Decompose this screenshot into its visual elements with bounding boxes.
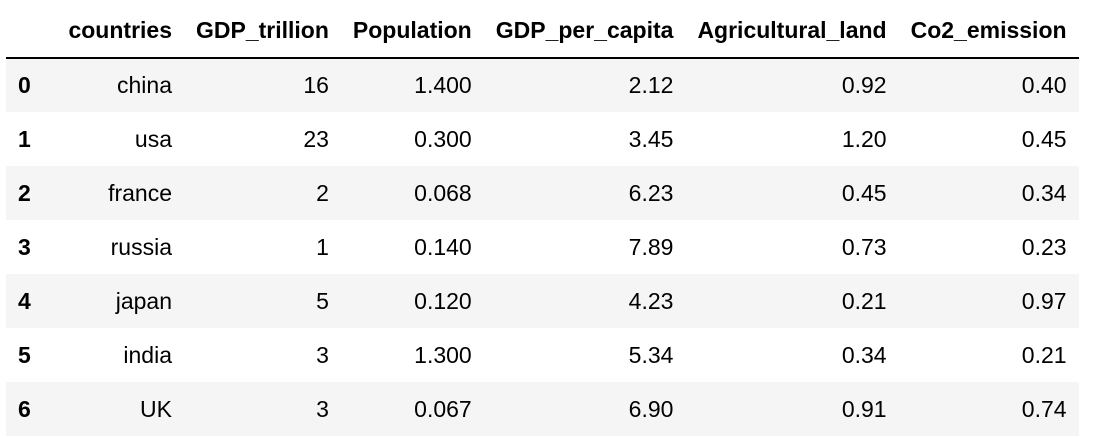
- cell-gdp-per-capita: 4.23: [628, 287, 674, 314]
- row-index: 6: [18, 395, 31, 422]
- table-header: countries GDP_trillion Population GDP_pe…: [6, 4, 1079, 59]
- cell-gdp-trillion: 16: [303, 72, 329, 98]
- cell-population: 0.068: [414, 179, 472, 206]
- header-row: countries GDP_trillion Population GDP_pe…: [6, 4, 1079, 59]
- cell-co2-emission: 0.23: [1021, 233, 1067, 260]
- table-row: 1 usa 23 0.300 3.45 1.20 0.45: [6, 112, 1079, 166]
- row-index: 5: [18, 341, 31, 368]
- cell-countries: usa: [134, 125, 172, 152]
- column-header-gdp-per-capita: GDP_per_capita: [483, 4, 686, 59]
- column-header-gdp-trillion: GDP_trillion: [184, 4, 341, 59]
- cell-agricultural-land: 0.34: [841, 341, 887, 368]
- index-header: [6, 4, 54, 59]
- cell-countries: china: [117, 72, 172, 98]
- cell-gdp-per-capita: 6.90: [628, 395, 674, 422]
- table-row: 0 china 16 1.400 2.12 0.92 0.40: [6, 58, 1079, 112]
- table-row: 4 japan 5 0.120 4.23 0.21 0.97: [6, 274, 1079, 328]
- table-body: 0 china 16 1.400 2.12 0.92 0.40 1 usa 23…: [6, 58, 1079, 436]
- cell-population: 0.300: [414, 125, 472, 152]
- cell-gdp-trillion: 3: [316, 341, 329, 368]
- cell-co2-emission: 0.97: [1021, 287, 1067, 314]
- cell-gdp-per-capita: 6.23: [628, 179, 674, 206]
- cell-gdp-trillion: 3: [316, 395, 329, 422]
- cell-population: 0.140: [414, 233, 472, 260]
- table-row: 5 india 3 1.300 5.34 0.34 0.21: [6, 328, 1079, 382]
- column-header-agricultural-land: Agricultural_land: [685, 4, 899, 59]
- cell-countries: japan: [115, 287, 172, 314]
- row-index: 3: [18, 233, 31, 260]
- cell-countries: UK: [140, 395, 172, 422]
- cell-gdp-trillion: 1: [316, 233, 329, 260]
- row-index: 2: [18, 179, 31, 206]
- cell-co2-emission: 0.40: [1021, 72, 1067, 98]
- cell-agricultural-land: 1.20: [841, 125, 887, 152]
- cell-gdp-per-capita: 7.89: [628, 233, 674, 260]
- cell-gdp-trillion: 23: [303, 125, 329, 152]
- cell-population: 1.400: [414, 72, 472, 98]
- cell-co2-emission: 0.21: [1021, 341, 1067, 368]
- table-row: 6 UK 3 0.067 6.90 0.91 0.74: [6, 382, 1079, 436]
- cell-population: 0.067: [414, 395, 472, 422]
- column-header-co2-emission: Co2_emission: [898, 4, 1079, 59]
- cell-countries: france: [108, 179, 172, 206]
- table-row: 2 france 2 0.068 6.23 0.45 0.34: [6, 166, 1079, 220]
- cell-agricultural-land: 0.73: [841, 233, 887, 260]
- cell-agricultural-land: 0.92: [841, 72, 887, 98]
- cell-gdp-per-capita: 3.45: [628, 125, 674, 152]
- cell-gdp-trillion: 2: [316, 179, 329, 206]
- cell-gdp-per-capita: 5.34: [628, 341, 674, 368]
- cell-countries: russia: [110, 233, 172, 260]
- cell-co2-emission: 0.45: [1021, 125, 1067, 152]
- cell-population: 1.300: [414, 341, 472, 368]
- row-index: 4: [18, 287, 31, 314]
- dataframe-table: countries GDP_trillion Population GDP_pe…: [6, 4, 1079, 436]
- table-row: 3 russia 1 0.140 7.89 0.73 0.23: [6, 220, 1079, 274]
- cell-agricultural-land: 0.21: [841, 287, 887, 314]
- column-header-countries: countries: [54, 4, 184, 59]
- cell-agricultural-land: 0.45: [841, 179, 887, 206]
- column-header-population: Population: [340, 4, 484, 59]
- cell-co2-emission: 0.34: [1021, 179, 1067, 206]
- cell-agricultural-land: 0.91: [841, 395, 887, 422]
- cell-gdp-per-capita: 2.12: [628, 72, 674, 98]
- cell-co2-emission: 0.74: [1021, 395, 1067, 422]
- row-index: 0: [18, 72, 31, 98]
- row-index: 1: [18, 125, 31, 152]
- cell-gdp-trillion: 5: [316, 287, 329, 314]
- cell-countries: india: [123, 341, 172, 368]
- cell-population: 0.120: [414, 287, 472, 314]
